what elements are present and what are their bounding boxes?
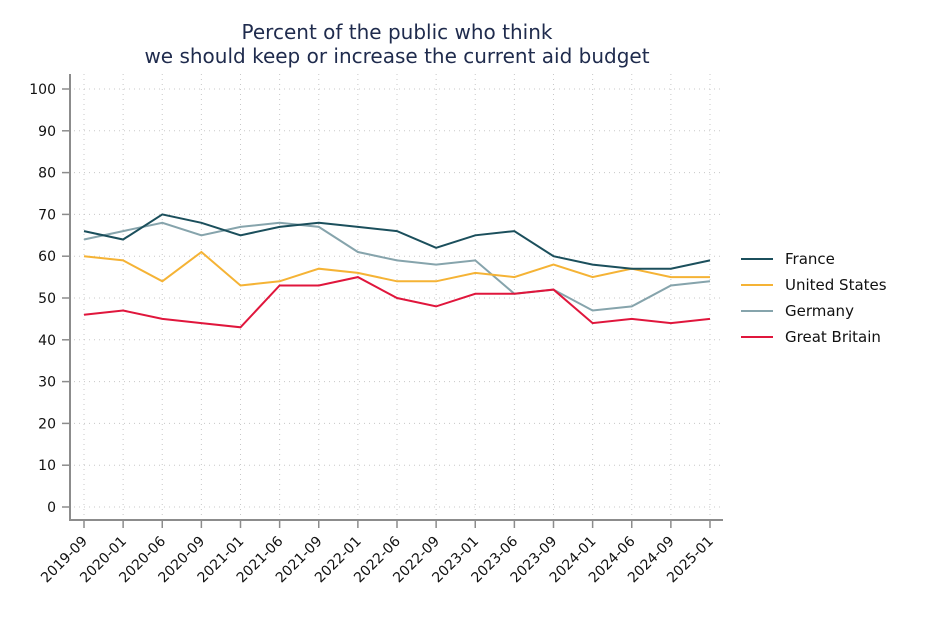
y-tick-label: 60 — [38, 249, 56, 265]
legend-label-united-states: United States — [785, 276, 887, 294]
y-tick-label: 100 — [29, 82, 56, 98]
series-line-great-britain — [83, 276, 711, 329]
series-line-germany — [83, 221, 711, 312]
series-lines — [83, 213, 711, 329]
legend: France United States Germany Great Britain — [741, 250, 887, 346]
legend-label-germany: Germany — [785, 302, 854, 320]
axes: 01020304050607080901002019-092020-012020… — [29, 74, 723, 586]
series-line-france — [83, 213, 711, 270]
y-tick-label: 80 — [38, 166, 56, 182]
y-tick-label: 40 — [38, 333, 56, 349]
y-tick-label: 20 — [38, 416, 56, 432]
y-tick-label: 70 — [38, 207, 56, 223]
chart-title-line-2: we should keep or increase the current a… — [144, 44, 649, 68]
legend-label-great-britain: Great Britain — [785, 328, 881, 346]
y-tick-label: 0 — [47, 500, 56, 516]
series-line-united-states — [83, 250, 710, 287]
chart-title-line-1: Percent of the public who think — [242, 20, 553, 44]
y-tick-label: 10 — [38, 458, 56, 474]
y-tick-label: 90 — [38, 124, 56, 140]
gridlines — [74, 74, 723, 518]
legend-label-france: France — [785, 250, 835, 268]
y-tick-label: 50 — [38, 291, 56, 307]
y-tick-label: 30 — [38, 375, 56, 391]
